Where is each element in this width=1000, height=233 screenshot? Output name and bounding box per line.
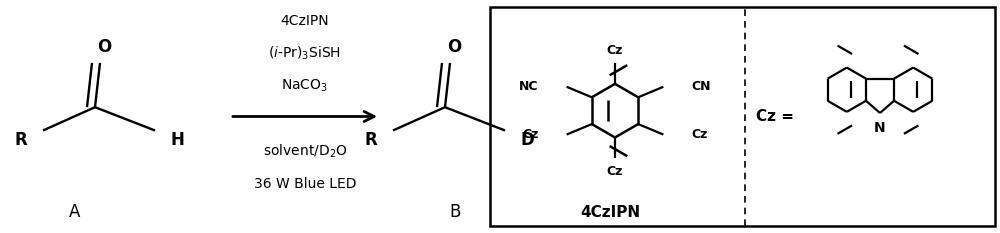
- Text: O: O: [97, 38, 111, 56]
- Text: CN: CN: [691, 80, 711, 93]
- Text: 4CzIPN: 4CzIPN: [580, 205, 640, 219]
- Text: B: B: [449, 203, 461, 221]
- Text: Cz: Cz: [607, 165, 623, 178]
- Text: A: A: [69, 203, 81, 221]
- Text: ($i$-Pr)$_3$SiSH: ($i$-Pr)$_3$SiSH: [268, 45, 342, 62]
- Text: H: H: [170, 131, 184, 149]
- Text: R: R: [15, 131, 27, 149]
- Bar: [490, 7, 995, 226]
- Text: Cz: Cz: [691, 128, 708, 141]
- Text: NC: NC: [519, 80, 539, 93]
- Text: NaCO$_3$: NaCO$_3$: [281, 78, 329, 94]
- Text: Cz: Cz: [607, 44, 623, 57]
- Text: Cz =: Cz =: [756, 109, 794, 124]
- Text: Cz: Cz: [522, 128, 539, 141]
- Text: solvent/D$_2$O: solvent/D$_2$O: [263, 143, 347, 160]
- Text: 36 W Blue LED: 36 W Blue LED: [254, 177, 356, 191]
- Text: D: D: [520, 131, 534, 149]
- Text: R: R: [365, 131, 377, 149]
- Text: N: N: [874, 121, 886, 135]
- Text: O: O: [447, 38, 461, 56]
- Text: 4CzIPN: 4CzIPN: [281, 14, 329, 28]
